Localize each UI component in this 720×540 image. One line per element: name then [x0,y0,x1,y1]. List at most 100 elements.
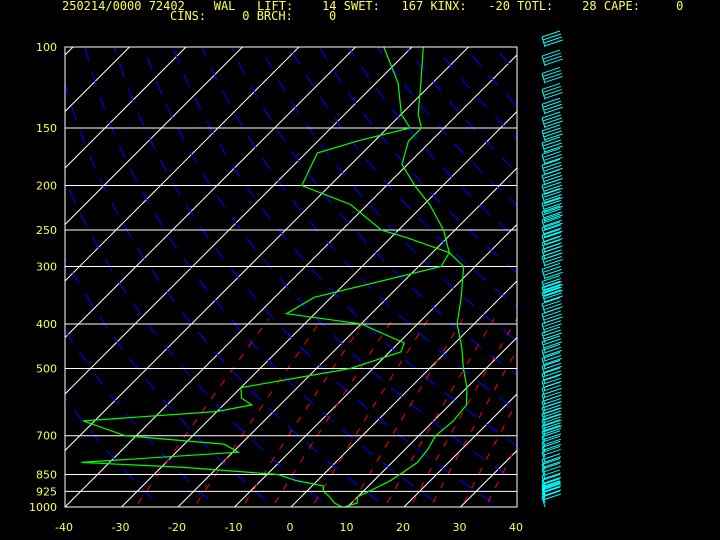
mixing-ratio-lines [134,318,517,507]
wind-barb [541,221,563,239]
wind-barb [541,213,563,231]
pressure-tick-label: 300 [36,260,57,273]
wind-barb [541,262,563,280]
wind-barb [541,469,562,487]
pressure-tick-labels: 100 150 200 250 300 400 500 700 850 925 1000 [29,41,57,514]
wind-barb [541,458,562,475]
wind-barb [541,82,563,100]
wind-barb [541,430,562,447]
dry-adiabat-line [65,329,218,507]
wind-barb [541,359,562,377]
pressure-tick-label: 850 [36,469,57,482]
pressure-tick-label: 400 [36,318,57,331]
wind-barb [541,374,562,392]
wind-barb [541,413,562,431]
dry-adiabat-line [494,47,517,74]
dry-adiabat-line [612,47,720,517]
wind-barb [541,66,563,84]
mixing-ratio-line [409,318,517,507]
isotherm-line [0,47,17,507]
wind-barb [541,236,563,253]
wind-barb [541,280,563,298]
dry-adiabat-line [406,47,517,173]
temperature-tick-label: 40 [509,521,523,534]
isotherm-line [65,47,469,452]
wind-barb [541,111,563,129]
dry-adiabat-line [582,47,720,517]
wind-barb [541,297,563,314]
isotherm-line [403,393,517,507]
dry-adiabat-line [65,82,388,507]
wind-barb [541,275,563,292]
wind-barb [541,352,562,369]
wind-barb [541,188,563,205]
wind-barbs [541,30,563,508]
dry-adiabat-line [113,47,501,507]
wind-barb [541,486,562,504]
dewpoint-profile-line [81,47,451,507]
pressure-tick-label: 500 [36,363,57,376]
isotherm-line [290,280,517,507]
isotherm-line [177,167,517,507]
isotherm-line [65,47,300,282]
dry-adiabat-line [553,47,720,517]
wind-barb [541,478,562,495]
isotherm-line [347,336,517,507]
isotherm-line [65,47,243,226]
isotherm-line [460,449,517,507]
dry-adiabat-line [65,177,331,507]
dry-adiabat-line [172,47,517,447]
dry-adiabat-line [464,47,517,107]
wind-barb [541,196,563,214]
isobar-lines [65,46,517,508]
temperature-tick-label: 20 [396,521,410,534]
dry-adiabat-line [260,47,517,342]
temperature-tick-label: -30 [112,521,130,534]
wind-barb [541,205,563,223]
wind-barb [541,424,562,442]
isotherm-line [65,47,187,169]
dry-adiabat-lines [65,47,720,517]
wind-barb [541,136,563,154]
dry-adiabat-line [142,47,517,483]
mixing-ratio-line [349,318,464,507]
temperature-tick-label: -10 [225,521,243,534]
temperature-tick-label: 30 [453,521,467,534]
wind-barb [541,473,562,491]
wind-barb [541,30,563,48]
wind-barb [541,124,563,142]
pressure-tick-label: 200 [36,179,57,192]
wind-barb [541,343,562,361]
isotherm-lines [0,47,517,507]
dry-adiabat-line [435,47,517,140]
plot-frame [64,46,518,508]
dry-adiabat-line [65,257,275,507]
dry-adiabat-line [65,396,161,507]
dry-adiabat-line [84,47,444,507]
plot-border [64,46,518,508]
pressure-tick-label: 925 [36,485,57,498]
isotherm-line [65,47,413,395]
mixing-ratio-line [384,318,495,507]
dry-adiabat-line [318,47,517,274]
wind-barb [541,147,563,165]
isotherm-line [234,223,517,507]
mixing-ratio-line [485,443,517,507]
temperature-profile-line [344,47,468,507]
wind-barb [541,335,562,353]
sounding-indices-line-2: CINS: 0 BRCH: 0 [170,9,337,23]
wind-barb [541,482,562,499]
wind-barb [541,367,562,385]
isotherm-line [65,47,356,339]
pressure-tick-label: 700 [36,430,57,443]
wind-barb [541,453,562,470]
isotherm-line [121,110,517,507]
pressure-tick-label: 100 [36,41,57,54]
temperature-tick-labels: -40 -30 -20 -10 0 10 20 30 40 [55,521,523,534]
sounding-profiles [81,47,468,507]
pressure-tick-label: 150 [36,122,57,135]
mixing-ratio-line [461,400,517,507]
sounding-indices-line-1: 250214/0000 72402 WAL LIFT: 14 SWET: 167… [62,0,684,13]
wind-barb [541,419,562,436]
wind-barb [541,97,563,115]
